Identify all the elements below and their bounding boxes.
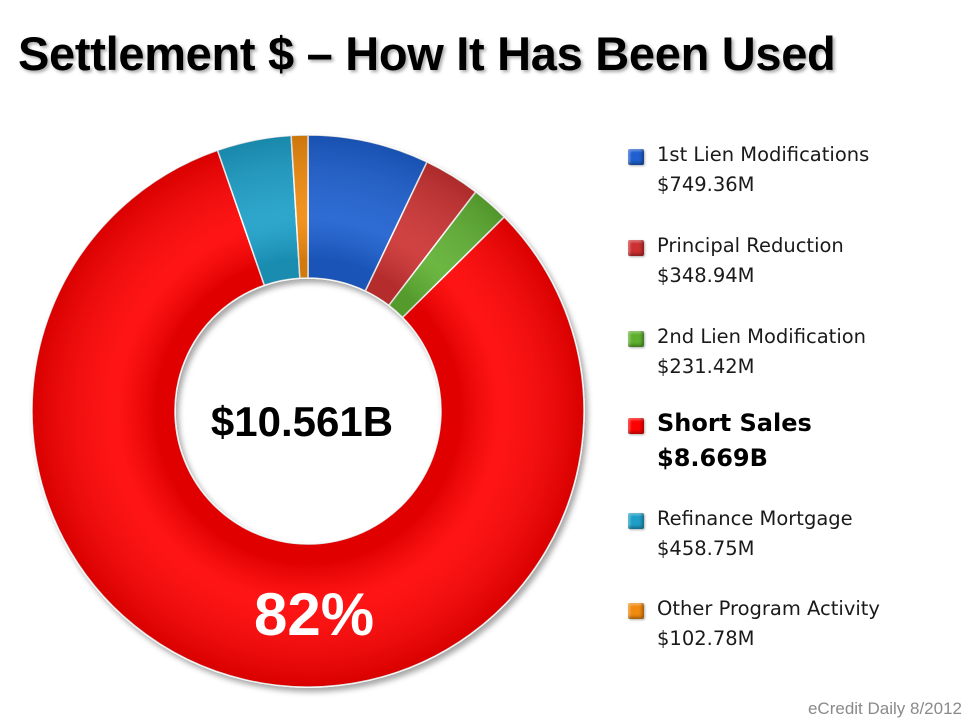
legend-amount: $8.669B <box>657 444 768 472</box>
legend-swatch <box>628 513 644 529</box>
legend-swatch <box>628 603 644 619</box>
legend-swatch <box>628 331 644 347</box>
legend-amount: $458.75M <box>657 537 755 560</box>
legend-label: Refinance Mortgage <box>657 507 853 530</box>
legend-label: Short Sales <box>657 409 812 437</box>
legend-swatch <box>628 149 644 165</box>
center-total-label: $10.561B <box>211 398 393 445</box>
short-sales-percent-label: 82% <box>254 581 374 648</box>
legend-swatch <box>628 240 644 256</box>
legend-item-principal-reduction: Principal Reduction $348.94M <box>628 231 968 291</box>
chart-title: Settlement $ – How It Has Been Used <box>18 27 836 80</box>
legend-amount: $102.78M <box>657 627 755 650</box>
legend-amount: $231.42M <box>657 355 755 378</box>
legend-item-other-program: Other Program Activity $102.78M <box>628 594 968 654</box>
legend-item-2nd-lien: 2nd Lien Modification $231.42M <box>628 322 968 382</box>
legend-label: Principal Reduction <box>657 234 844 257</box>
legend-item-short-sales: Short Sales $8.669B <box>628 406 968 476</box>
source-credit: eCredit Daily 8/2012 <box>807 699 962 718</box>
legend-label: 1st Lien Modifications <box>657 143 870 166</box>
legend-item-refinance: Refinance Mortgage $458.75M <box>628 504 968 564</box>
legend-label: 2nd Lien Modification <box>657 325 867 348</box>
legend-amount: $348.94M <box>657 264 755 287</box>
legend-label: Other Program Activity <box>657 597 880 620</box>
legend-item-1st-lien: 1st Lien Modifications $749.36M <box>628 140 968 200</box>
legend-amount: $749.36M <box>657 173 755 196</box>
legend-swatch <box>628 418 644 434</box>
